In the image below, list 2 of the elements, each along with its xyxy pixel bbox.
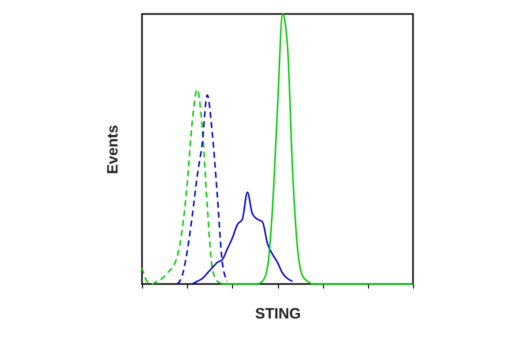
y-axis-title: Events	[104, 124, 122, 174]
x-axis-title: STING	[255, 306, 301, 322]
